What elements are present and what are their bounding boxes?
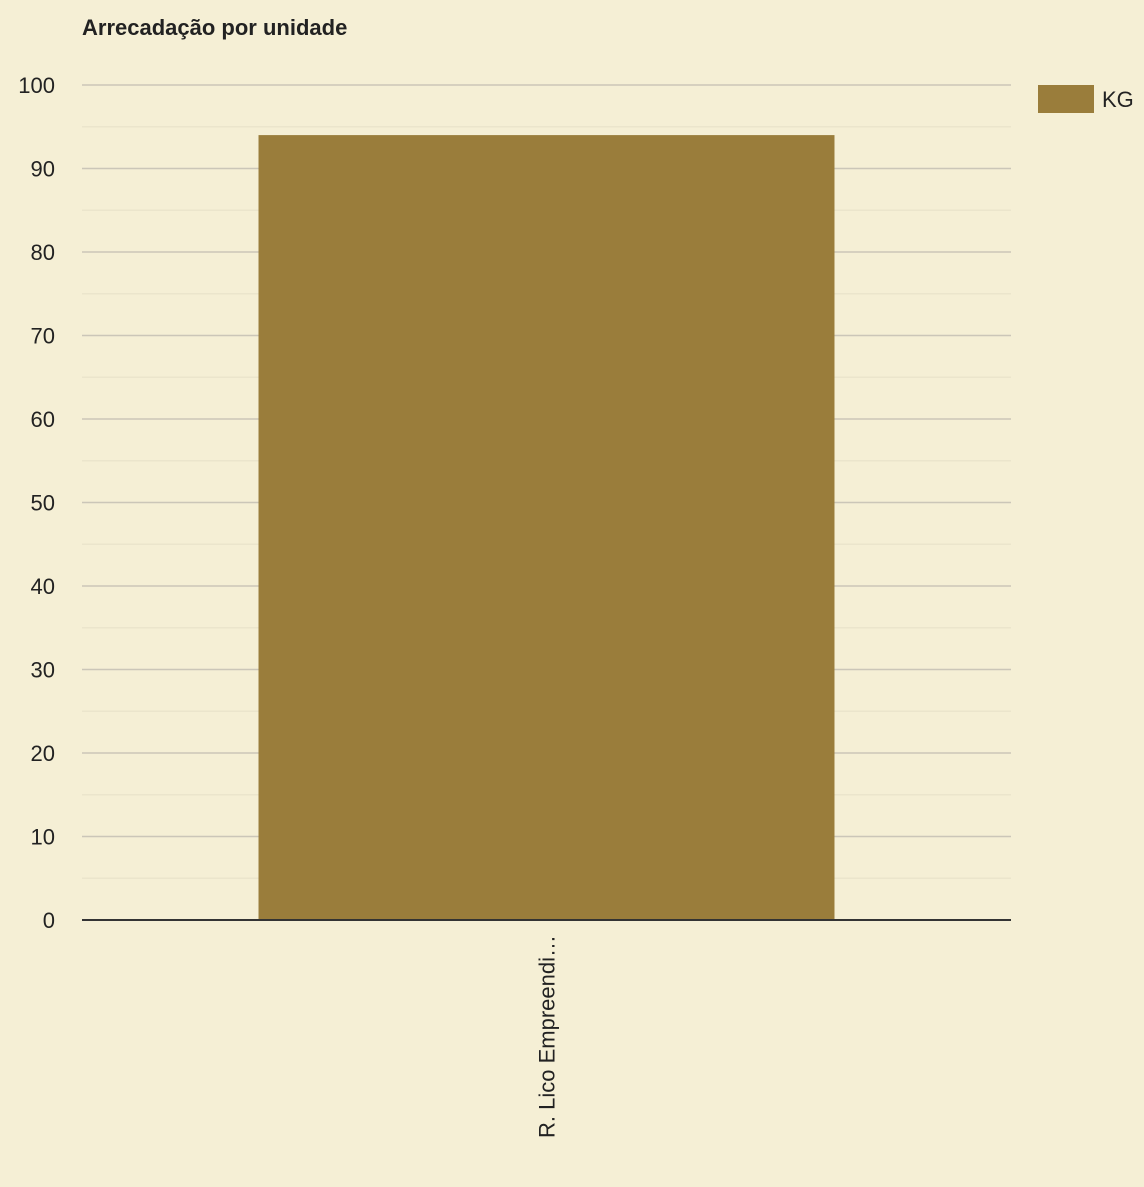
y-tick-label: 0	[43, 908, 55, 933]
legend[interactable]: KG	[1038, 85, 1134, 113]
y-tick-label: 20	[31, 741, 55, 766]
y-tick-label: 70	[31, 324, 55, 349]
bars-layer	[258, 135, 835, 921]
y-tick-label: 40	[31, 574, 55, 599]
chart-title: Arrecadação por unidade	[82, 15, 347, 40]
x-tick-label: R. Lico Empreendi…	[535, 935, 560, 1138]
y-tick-label: 60	[31, 407, 55, 432]
bar[interactable]	[258, 135, 835, 921]
legend-label-kg: KG	[1102, 87, 1134, 112]
y-tick-label: 80	[31, 240, 55, 265]
y-tick-label: 90	[31, 157, 55, 182]
legend-swatch-kg	[1038, 85, 1094, 113]
y-tick-label: 30	[31, 658, 55, 683]
axis-layer: 0 10 20 30 40 50 60 70 80 90 100 R. Lico Empreendi…	[18, 73, 1011, 1138]
y-tick-label: 50	[31, 491, 55, 516]
y-tick-label: 100	[18, 73, 55, 98]
y-tick-label: 10	[31, 825, 55, 850]
